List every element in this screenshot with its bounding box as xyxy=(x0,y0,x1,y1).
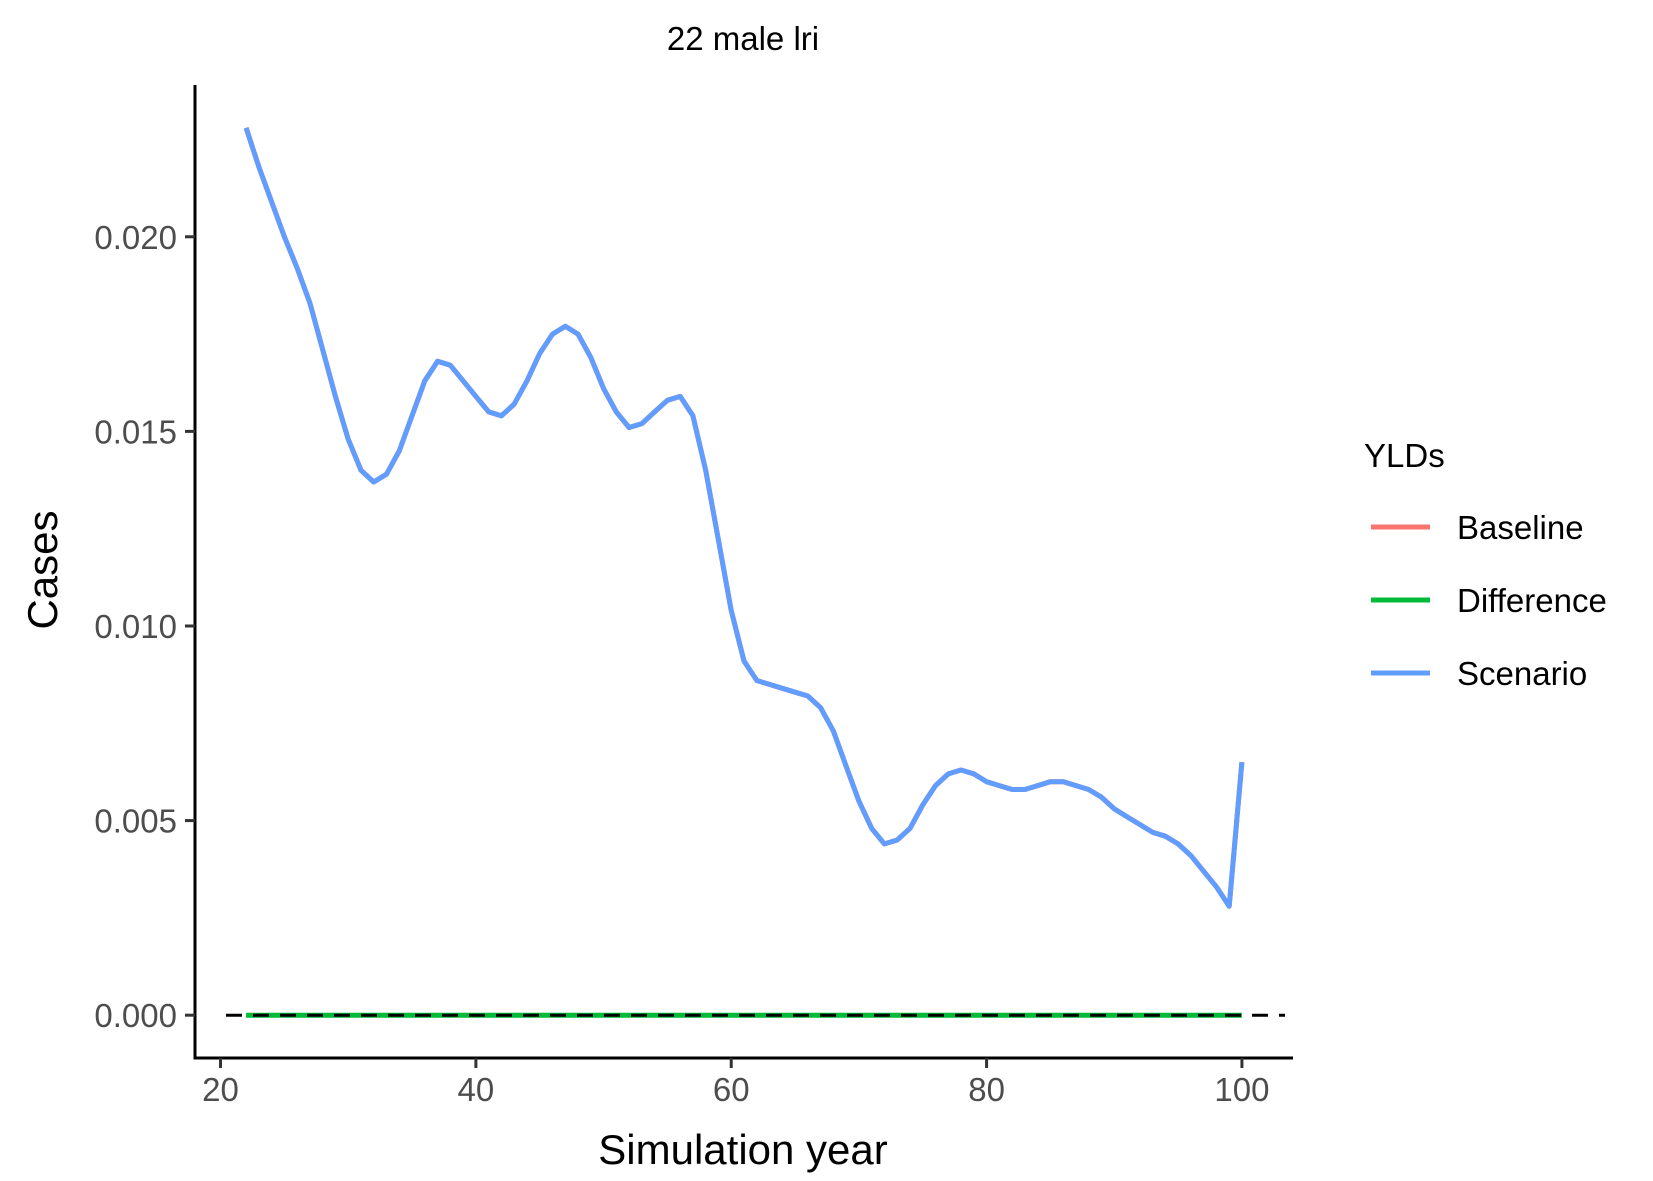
y-tick-label: 0.020 xyxy=(94,219,177,256)
x-tick-label: 60 xyxy=(713,1071,750,1108)
legend-title: YLDs xyxy=(1364,437,1445,474)
legend: YLDs Baseline Difference Scenario xyxy=(1364,437,1607,692)
legend-entries: Baseline Difference Scenario xyxy=(1371,509,1607,692)
legend-label-baseline: Baseline xyxy=(1457,509,1584,546)
x-axis-ticks: 20 40 60 80 100 xyxy=(202,1058,1269,1108)
x-tick-label: 80 xyxy=(968,1071,1005,1108)
y-tick-label: 0.005 xyxy=(94,803,177,840)
legend-label-scenario: Scenario xyxy=(1457,655,1587,692)
y-axis-title: Cases xyxy=(19,510,66,629)
series-line-scenario xyxy=(243,127,1245,909)
y-tick-label: 0.015 xyxy=(94,413,177,450)
x-tick-label: 40 xyxy=(458,1071,495,1108)
x-axis-title: Simulation year xyxy=(598,1126,887,1173)
legend-label-difference: Difference xyxy=(1457,582,1607,619)
series-layer xyxy=(243,127,1245,1018)
y-tick-label: 0.000 xyxy=(94,997,177,1034)
y-tick-label: 0.010 xyxy=(94,608,177,645)
y-axis-ticks: 0.000 0.005 0.010 0.015 0.020 xyxy=(94,219,195,1034)
chart-title: 22 male lri xyxy=(667,20,819,57)
x-tick-label: 100 xyxy=(1214,1071,1269,1108)
x-tick-label: 20 xyxy=(202,1071,239,1108)
